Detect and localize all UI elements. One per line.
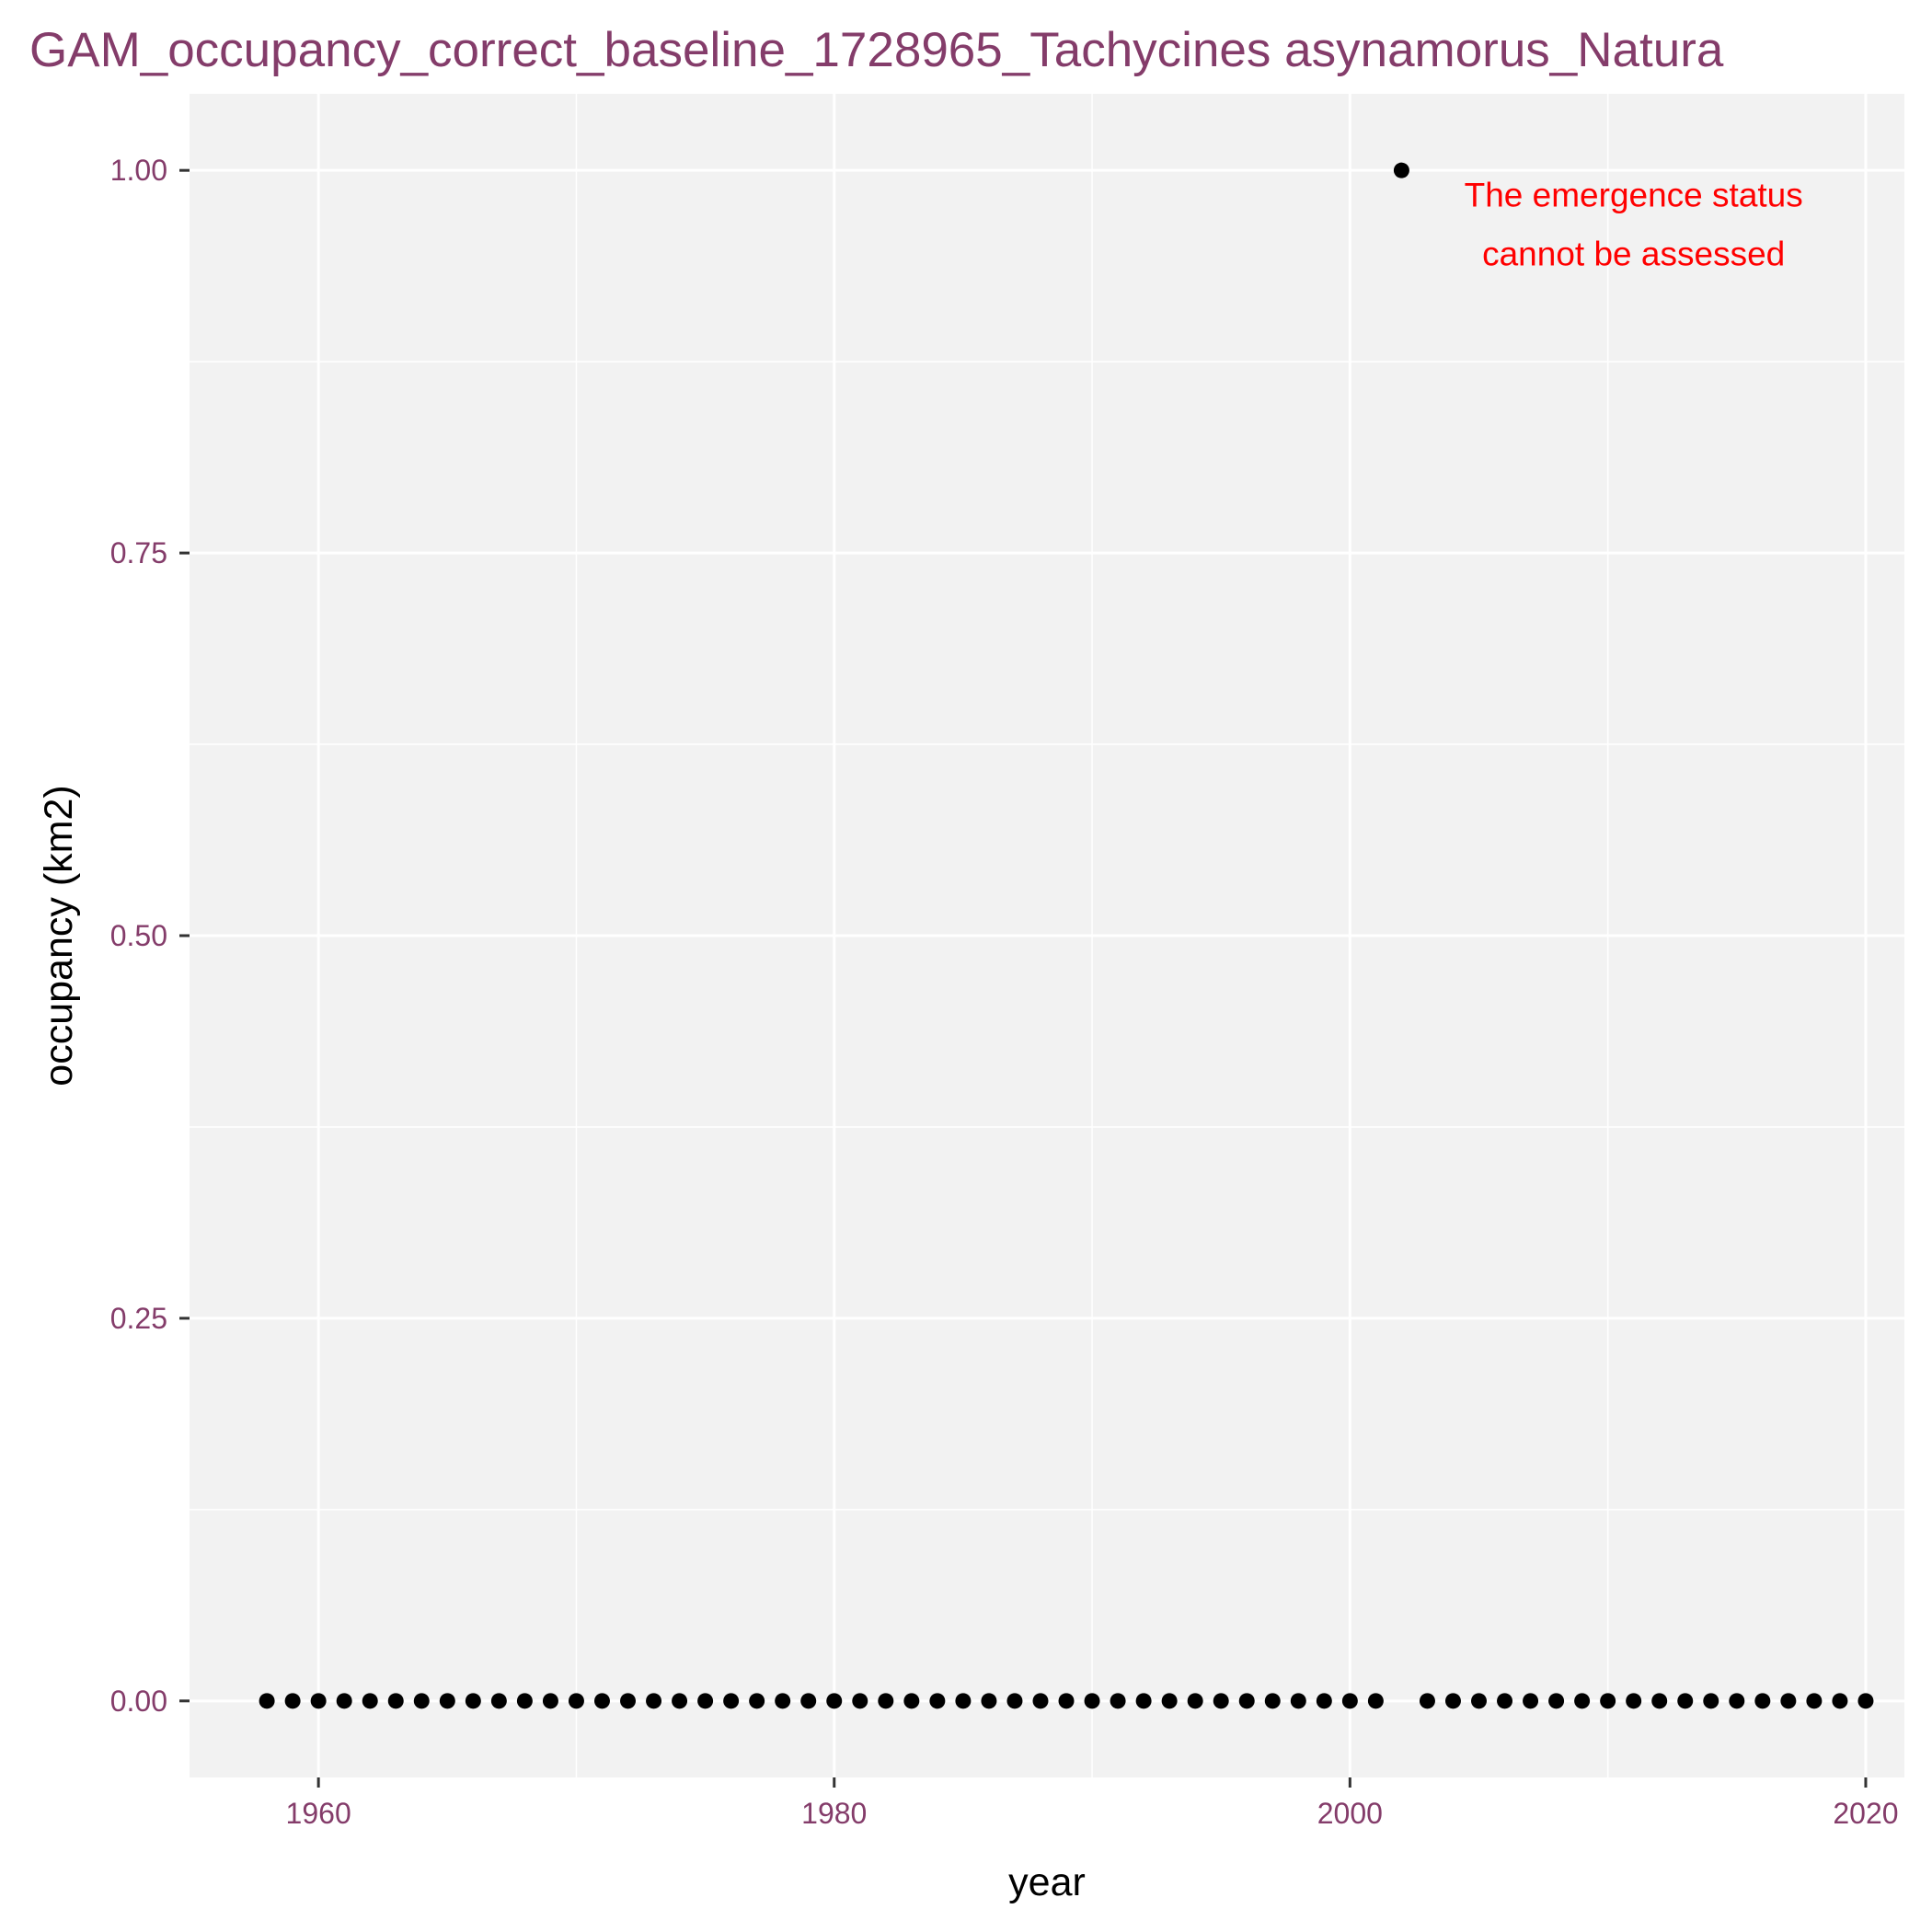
y-tick-label: 0.75 <box>110 536 167 569</box>
data-point <box>1419 1693 1435 1709</box>
x-axis: 1960 1980 2000 2020 <box>286 1777 1899 1830</box>
annotation-line: The emergence status <box>1465 176 1803 213</box>
data-point <box>542 1693 558 1709</box>
chart-title: GAM_occupancy_correct_baseline_1728965_T… <box>29 23 1724 77</box>
data-point <box>852 1693 868 1709</box>
data-point <box>1497 1693 1513 1709</box>
annotation-line: cannot be assessed <box>1482 235 1785 272</box>
data-point <box>1754 1693 1771 1709</box>
data-point <box>1729 1693 1745 1709</box>
data-point <box>1444 1693 1461 1709</box>
y-tick-label: 0.50 <box>110 919 167 952</box>
data-point <box>697 1693 714 1709</box>
data-point <box>284 1693 301 1709</box>
data-point <box>775 1693 791 1709</box>
data-point <box>800 1693 817 1709</box>
data-point <box>1677 1693 1694 1709</box>
data-point <box>362 1693 378 1709</box>
grid-major <box>190 94 1904 1777</box>
data-point <box>1316 1693 1332 1709</box>
y-tick-label: 1.00 <box>110 154 167 187</box>
data-point <box>878 1693 894 1709</box>
y-axis: 0.00 0.25 0.50 0.75 1.00 <box>110 154 190 1718</box>
data-point <box>1084 1693 1100 1709</box>
data-point <box>1290 1693 1306 1709</box>
y-tick-label: 0.25 <box>110 1302 167 1335</box>
data-point <box>1626 1693 1642 1709</box>
data-point <box>1857 1693 1874 1709</box>
data-point <box>620 1693 637 1709</box>
data-point <box>259 1693 275 1709</box>
data-point <box>465 1693 481 1709</box>
data-point <box>1187 1693 1203 1709</box>
data-point <box>1135 1693 1152 1709</box>
data-point <box>568 1693 584 1709</box>
data-point <box>1032 1693 1049 1709</box>
data-point <box>1213 1693 1229 1709</box>
data-points <box>259 162 1874 1709</box>
data-point <box>1238 1693 1255 1709</box>
data-point <box>826 1693 843 1709</box>
data-point <box>672 1693 688 1709</box>
data-point <box>981 1693 997 1709</box>
data-point <box>310 1693 327 1709</box>
data-point <box>1832 1693 1848 1709</box>
data-point <box>413 1693 430 1709</box>
data-point <box>1651 1693 1668 1709</box>
data-point <box>903 1693 920 1709</box>
x-tick-label: 2000 <box>1317 1797 1383 1830</box>
data-point <box>1006 1693 1023 1709</box>
data-point <box>1367 1693 1384 1709</box>
data-point <box>929 1693 946 1709</box>
data-point <box>1806 1693 1823 1709</box>
data-point <box>749 1693 765 1709</box>
data-point <box>1471 1693 1488 1709</box>
data-point <box>593 1693 610 1709</box>
data-point <box>1161 1693 1178 1709</box>
data-point <box>439 1693 455 1709</box>
data-point <box>1393 162 1409 178</box>
x-axis-label: year <box>1008 1860 1086 1904</box>
annotations: The emergence status cannot be assessed <box>1465 176 1803 272</box>
x-tick-label: 1960 <box>286 1797 351 1830</box>
data-point <box>1058 1693 1075 1709</box>
data-point <box>1703 1693 1719 1709</box>
y-axis-label: occupancy (km2) <box>37 785 81 1086</box>
data-point <box>336 1693 352 1709</box>
data-point <box>1523 1693 1539 1709</box>
data-point <box>955 1693 972 1709</box>
data-point <box>723 1693 740 1709</box>
x-tick-label: 1980 <box>801 1797 867 1830</box>
data-point <box>387 1693 404 1709</box>
data-point <box>1341 1693 1358 1709</box>
x-tick-label: 2020 <box>1833 1797 1898 1830</box>
data-point <box>1264 1693 1281 1709</box>
data-point <box>490 1693 507 1709</box>
data-point <box>516 1693 533 1709</box>
data-point <box>1574 1693 1591 1709</box>
data-point <box>1600 1693 1616 1709</box>
data-point <box>646 1693 662 1709</box>
y-tick-label: 0.00 <box>110 1685 167 1718</box>
data-point <box>1780 1693 1797 1709</box>
data-point <box>1110 1693 1126 1709</box>
data-point <box>1548 1693 1565 1709</box>
